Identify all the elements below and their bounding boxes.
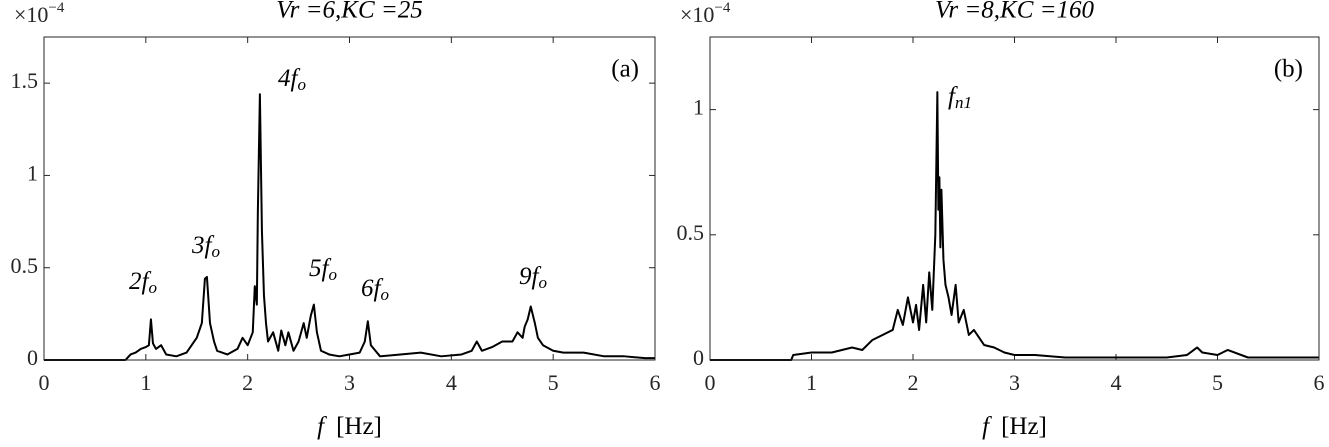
x-tick-label: 1 bbox=[140, 370, 151, 395]
axes-box bbox=[709, 36, 1320, 361]
y-multiplier-exp: −4 bbox=[714, 0, 730, 16]
x-label-unit: [Hz] bbox=[336, 413, 382, 440]
peak-subscript: n1 bbox=[955, 93, 972, 112]
x-tick-label: 2 bbox=[242, 370, 253, 395]
peak-subscript: o bbox=[211, 242, 220, 261]
peak-subscript: o bbox=[328, 265, 337, 284]
peak-label: 3f bbox=[191, 232, 215, 259]
x-tick-label: 1 bbox=[806, 370, 817, 395]
peak-subscript: o bbox=[297, 75, 306, 94]
y-tick-label: 1 bbox=[693, 95, 704, 120]
peak-label: 6f bbox=[361, 275, 384, 302]
x-tick-label: 0 bbox=[705, 370, 716, 395]
x-axis-label: f [Hz] bbox=[982, 413, 1047, 440]
peak-label: 2f bbox=[129, 268, 152, 295]
x-tick-label: 4 bbox=[1111, 370, 1122, 395]
y-tick-label: 0 bbox=[27, 345, 38, 370]
spectrum-line bbox=[710, 91, 1319, 361]
peak-annotation: 2fo bbox=[129, 268, 157, 297]
x-tick-label: 5 bbox=[1212, 370, 1223, 395]
peak-label: 9f bbox=[519, 263, 542, 290]
chart-title: Vr =8,KC =160 bbox=[935, 0, 1094, 24]
y-multiplier: ×10−4 bbox=[680, 0, 731, 27]
peak-subscript: o bbox=[148, 278, 157, 297]
x-tick-label: 3 bbox=[344, 370, 355, 395]
x-tick-label: 6 bbox=[1314, 370, 1325, 395]
chart-title: Vr =6,KC =25 bbox=[276, 0, 422, 24]
y-tick-label: 1 bbox=[27, 160, 38, 185]
x-tick-label: 0 bbox=[39, 370, 50, 395]
y-multiplier: ×10−4 bbox=[14, 0, 65, 27]
peak-annotation: 9fo bbox=[519, 263, 547, 292]
panel-label: (b) bbox=[1274, 56, 1303, 83]
peak-annotation: 6fo bbox=[361, 275, 389, 304]
peak-annotation: 3fo bbox=[191, 232, 220, 261]
y-tick-label: 0.5 bbox=[677, 220, 705, 245]
peak-label: f bbox=[948, 83, 958, 110]
y-tick-label: 0 bbox=[693, 345, 704, 370]
axes-box bbox=[43, 36, 656, 361]
y-multiplier-base: ×10 bbox=[680, 2, 714, 27]
peak-subscript: o bbox=[380, 285, 389, 304]
peak-label: 5f bbox=[309, 255, 332, 282]
y-multiplier-base: ×10 bbox=[14, 2, 48, 27]
peak-annotation: 4fo bbox=[278, 65, 306, 94]
y-tick-label: 1.5 bbox=[11, 68, 39, 93]
peak-label: 4f bbox=[278, 65, 301, 92]
x-tick-label: 5 bbox=[548, 370, 559, 395]
peak-annotation: fn1 bbox=[948, 83, 972, 112]
y-tick-label: 0.5 bbox=[11, 253, 39, 278]
x-tick-label: 2 bbox=[908, 370, 919, 395]
peak-annotation: 5fo bbox=[309, 255, 337, 284]
peak-subscript: o bbox=[538, 273, 547, 292]
x-label-symbol: f bbox=[982, 413, 992, 440]
panel-label: (a) bbox=[611, 56, 639, 83]
y-multiplier-exp: −4 bbox=[48, 0, 64, 16]
spectrum-line bbox=[44, 93, 655, 361]
x-label-unit: [Hz] bbox=[1001, 413, 1047, 440]
x-tick-label: 6 bbox=[650, 370, 661, 395]
x-tick-label: 4 bbox=[446, 370, 457, 395]
x-label-symbol: f bbox=[317, 413, 327, 440]
x-tick-label: 3 bbox=[1009, 370, 1020, 395]
x-axis-label: f [Hz] bbox=[317, 413, 382, 440]
